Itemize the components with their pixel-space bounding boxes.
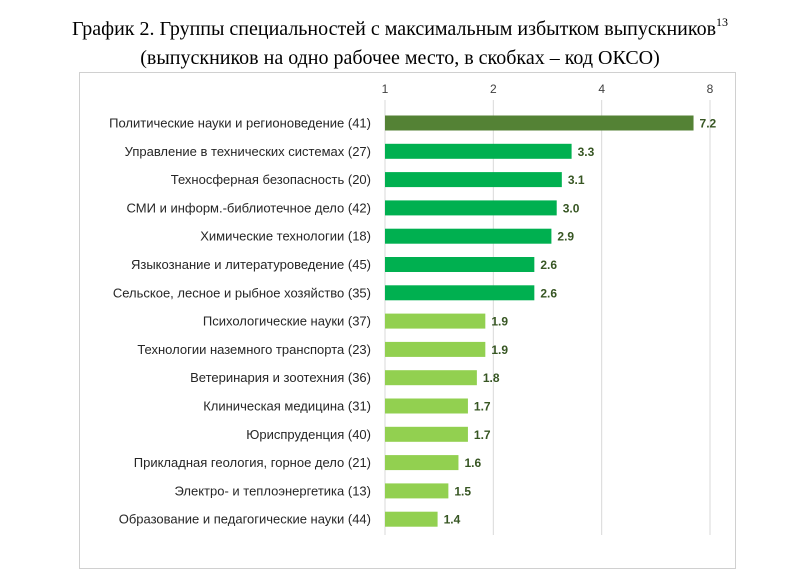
category-label: СМИ и информ.-библиотечное дело (42) — [127, 200, 371, 215]
value-label: 1.7 — [474, 400, 491, 414]
bar — [385, 257, 535, 272]
category-label: Ветеринария и зоотехния (36) — [190, 370, 371, 385]
value-label: 3.0 — [563, 201, 580, 215]
bar — [385, 143, 572, 159]
bar — [385, 370, 477, 386]
category-label: Техносферная безопасность (20) — [171, 172, 371, 187]
bar — [385, 172, 562, 188]
category-labels: Политические науки и регионоведение (41)… — [109, 116, 371, 527]
category-label: Клиническая медицина (31) — [203, 399, 371, 414]
bar — [385, 341, 486, 357]
value-label: 3.3 — [578, 145, 595, 159]
value-label: 1.5 — [454, 484, 471, 498]
value-label: 2.9 — [557, 230, 574, 244]
x-axis-ticks: 1 2 4 8 — [382, 82, 714, 96]
value-label: 7.2 — [700, 117, 717, 131]
category-label: Управление в технических системах (27) — [125, 144, 371, 159]
title-footnote: 13 — [716, 15, 729, 29]
value-label: 2.6 — [540, 258, 557, 272]
value-label: 1.9 — [491, 315, 508, 329]
value-label: 1.4 — [444, 513, 461, 527]
bar — [385, 200, 557, 216]
category-label: Психологические науки (37) — [203, 314, 371, 329]
bar — [385, 483, 449, 499]
tick-label: 4 — [598, 82, 605, 96]
value-label: 1.8 — [483, 371, 500, 385]
bar — [385, 115, 694, 131]
bar — [385, 455, 459, 471]
value-label: 1.7 — [474, 428, 491, 442]
bar — [385, 511, 438, 527]
category-label: Образование и педагогические науки (44) — [119, 512, 371, 527]
value-label: 2.6 — [540, 286, 557, 300]
category-label: Прикладная геология, горное дело (21) — [134, 455, 371, 470]
chart-frame — [79, 72, 736, 569]
category-label: Сельское, лесное и рыбное хозяйство (35) — [113, 285, 371, 300]
value-labels: 7.23.33.13.02.92.62.61.91.91.81.71.71.61… — [444, 117, 717, 527]
bars — [385, 115, 694, 527]
bar — [385, 285, 535, 301]
title-text: График 2. Группы специальностей с максим… — [71, 18, 717, 40]
tick-label: 2 — [490, 82, 497, 96]
tick-label: 8 — [707, 82, 714, 96]
bar — [385, 313, 486, 329]
bar — [385, 398, 468, 414]
value-label: 1.6 — [464, 456, 481, 470]
category-label: Языкознание и литературоведение (45) — [131, 257, 371, 272]
bar — [385, 228, 552, 244]
category-label: Электро- и теплоэнергетика (13) — [174, 483, 371, 498]
tick-label: 1 — [382, 82, 389, 96]
value-label: 3.1 — [568, 173, 585, 187]
chart-title: График 2. Группы специальностей с максим… — [0, 8, 800, 73]
category-label: Химические технологии (18) — [200, 229, 371, 244]
category-label: Политические науки и регионоведение (41) — [109, 116, 371, 131]
category-label: Юриспруденция (40) — [246, 427, 371, 442]
title-line-2: (выпускников на одно рабочее место, в ск… — [140, 47, 660, 69]
value-label: 1.9 — [491, 343, 508, 357]
bar — [385, 426, 468, 442]
title-line-1: График 2. Группы специальностей с максим… — [0, 8, 800, 44]
category-label: Технологии наземного транспорта (23) — [137, 342, 371, 357]
